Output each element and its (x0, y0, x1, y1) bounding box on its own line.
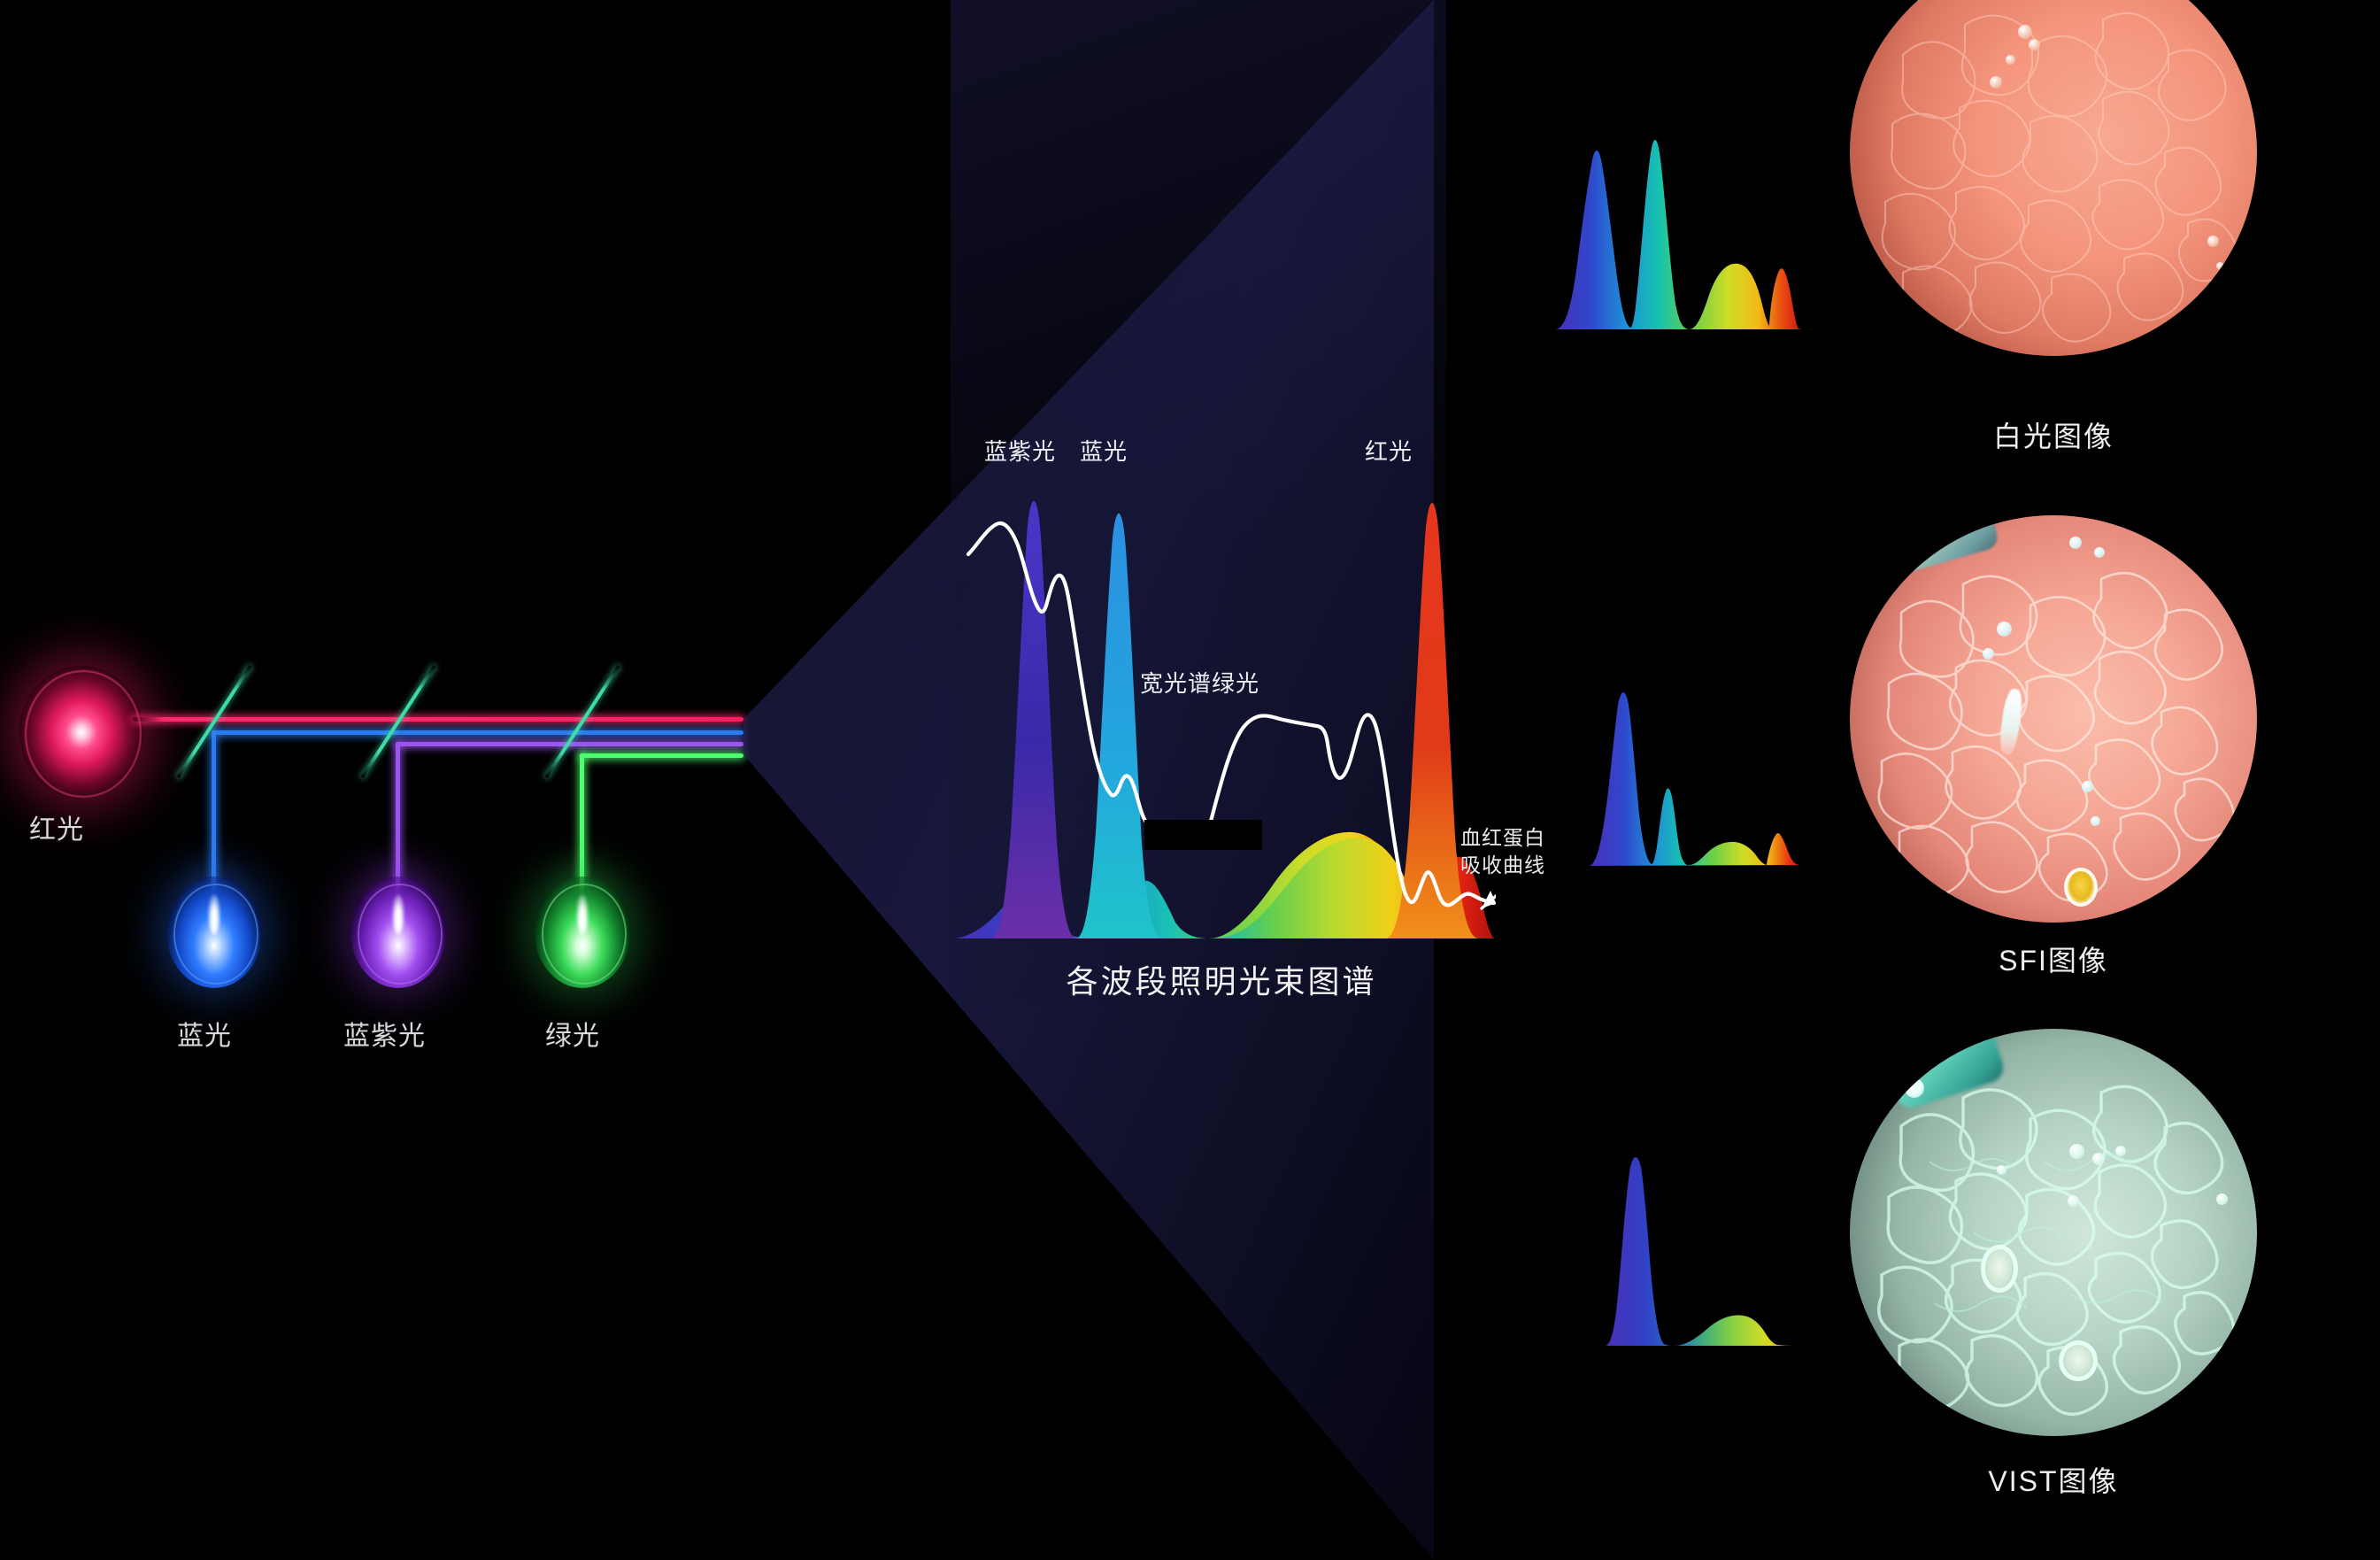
green-band-label: 宽光谱绿光 (1140, 670, 1260, 697)
mucosa-capillary-network-sfi (1877, 572, 2236, 902)
bubble (2216, 1193, 2228, 1205)
redacted-block (1144, 820, 1262, 850)
caption-white-light: 白光图像 (1992, 421, 2114, 452)
beam-red (133, 717, 743, 722)
green-bulb-ring (542, 884, 627, 985)
bubble (1997, 622, 2012, 637)
bubble (2069, 1144, 2084, 1159)
yellow-lesion-marker (2064, 868, 2098, 907)
red-peak-area (1386, 503, 1478, 938)
red-source-label: 红光 (29, 815, 84, 845)
blue-source-label: 蓝光 (177, 1022, 232, 1051)
caption-vist: VIST图像 (1988, 1465, 2119, 1497)
endoscopy-image-sfi (1850, 515, 2257, 923)
beam-violet-vertical (396, 742, 400, 908)
mucosa-capillary-network-wl (1881, 12, 2238, 343)
violet-bulb-core (392, 894, 404, 935)
spectrum-svg (954, 501, 1496, 938)
hemoglobin-absorption-curve (966, 521, 1496, 907)
beam-green-vertical (580, 753, 584, 908)
endoscopy-image-vist (1850, 1029, 2257, 1436)
mucosa-capillary-network-vist (1877, 1085, 2236, 1417)
hb-curve-arrow-head (1482, 891, 1496, 908)
endoscopy-image-white-light (1850, 0, 2257, 356)
illumination-spectrum-chart: 蓝紫光 蓝光 宽光谱绿光 红光 血红蛋白 吸收曲线 各波段照明光束图谱 (947, 438, 1544, 1027)
green-bulb-core (576, 894, 589, 935)
bubble (2068, 1195, 2079, 1207)
bubble (1990, 76, 2002, 89)
bubble (2029, 39, 2040, 50)
bubble (2115, 1146, 2126, 1156)
bubble (1983, 648, 1994, 660)
violet-peak-label: 蓝紫光 (984, 438, 1057, 465)
bubble (2006, 55, 2015, 65)
red-peak-label: 红光 (1365, 438, 1413, 465)
gland-opening (2059, 1340, 2098, 1381)
bubble (2069, 537, 2082, 549)
laser-combiner-diagram: 红光 蓝光 蓝紫光 绿光 (0, 0, 779, 1560)
violet-bulb-ring (358, 884, 443, 985)
bubble (2216, 262, 2224, 270)
bubble (2091, 816, 2100, 826)
blue-peak-label: 蓝光 (1080, 438, 1128, 465)
gland-opening (1981, 1245, 2018, 1293)
bubble (2082, 781, 2093, 792)
bubble (2207, 236, 2219, 247)
blue-bulb-ring (173, 884, 258, 985)
beam-blue-vertical (212, 730, 216, 907)
blue-peak-area (1076, 514, 1163, 938)
mini-spectrum-white-light (1538, 89, 1804, 354)
mini-spectrum-sfi (1538, 673, 1804, 938)
caption-sfi: SFI图像 (1999, 945, 2108, 977)
mini-spectrum-vist (1538, 1142, 1804, 1408)
blue-bulb-core (208, 894, 220, 935)
bubble (2092, 1153, 2105, 1165)
chart-title: 各波段照明光束图谱 (1066, 963, 1377, 1000)
violet-peak-area (991, 501, 1076, 938)
violet-source-label: 蓝紫光 (343, 1022, 426, 1051)
red-laser-source-ring (25, 670, 142, 798)
beam-green (580, 753, 743, 758)
hb-curve-label-line1: 血红蛋白 (1460, 826, 1545, 849)
hb-curve-label-line2: 吸收曲线 (1460, 853, 1545, 877)
bubble (2094, 547, 2105, 558)
specular-dot (1905, 1078, 1924, 1098)
green-broad-band (1213, 838, 1436, 938)
green-source-label: 绿光 (545, 1022, 600, 1051)
beam-blue (212, 730, 743, 735)
bubble (1997, 1165, 2006, 1175)
bubble (2018, 25, 2032, 39)
